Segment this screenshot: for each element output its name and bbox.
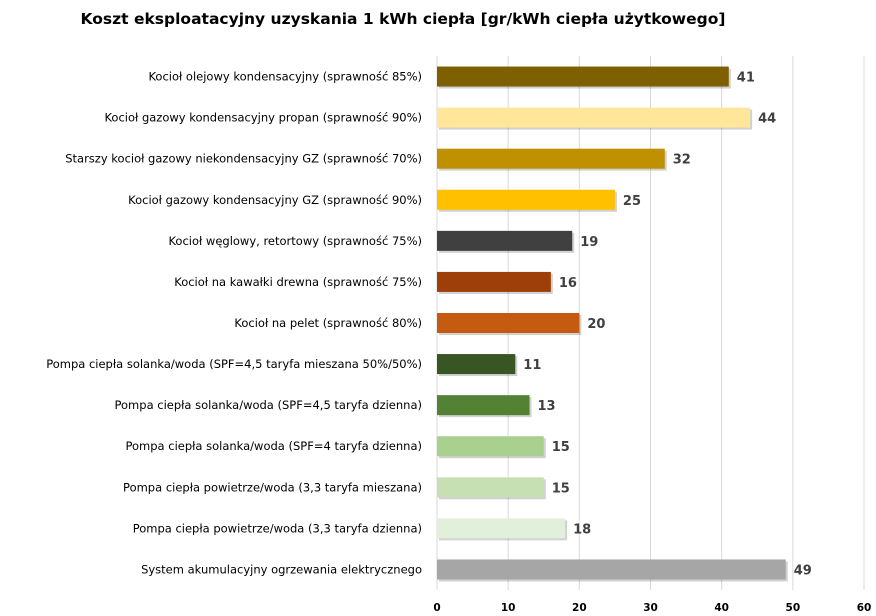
bar bbox=[437, 477, 544, 498]
bar bbox=[437, 313, 580, 333]
data-label: 15 bbox=[552, 440, 570, 455]
bar bbox=[437, 66, 729, 87]
data-label: 32 bbox=[673, 153, 691, 168]
category-label: System akumulacyjny ogrzewania elektrycz… bbox=[141, 562, 422, 576]
bar bbox=[437, 395, 530, 416]
bar bbox=[437, 230, 573, 251]
category-label: Pompa ciepła powietrze/woda (3,3 taryfa … bbox=[123, 480, 422, 494]
x-tick-label: 20 bbox=[572, 602, 587, 614]
data-label: 19 bbox=[580, 235, 598, 250]
category-label: Kocioł gazowy kondensacyjny propan (spra… bbox=[104, 111, 422, 125]
x-tick-label: 50 bbox=[786, 602, 801, 614]
data-label: 25 bbox=[623, 194, 641, 209]
data-label: 16 bbox=[559, 276, 577, 291]
data-label: 41 bbox=[737, 71, 755, 86]
data-label: 15 bbox=[552, 481, 570, 496]
category-label: Pompa ciepła solanka/woda (SPF=4,5 taryf… bbox=[46, 357, 422, 371]
category-label: Starszy kocioł gazowy niekondensacyjny G… bbox=[65, 152, 422, 166]
category-label: Kocioł węglowy, retortowy (sprawność 75%… bbox=[168, 234, 422, 248]
data-label: 13 bbox=[538, 399, 556, 414]
category-label: Pompa ciepła solanka/woda (SPF=4 taryfa … bbox=[125, 439, 422, 453]
bar bbox=[437, 189, 615, 210]
bar bbox=[437, 559, 786, 580]
data-label: 49 bbox=[794, 563, 812, 578]
x-tick-label: 0 bbox=[433, 602, 440, 614]
x-tick-label: 60 bbox=[857, 602, 872, 614]
bar bbox=[437, 354, 516, 375]
category-label: Kocioł olejowy kondensacyjny (sprawność … bbox=[148, 70, 422, 84]
bar bbox=[437, 148, 665, 169]
bar bbox=[437, 436, 544, 457]
category-label: Pompa ciepła powietrze/woda (3,3 taryfa … bbox=[133, 521, 422, 535]
x-tick-label: 10 bbox=[501, 602, 516, 614]
category-label: Kocioł na kawałki drewna (sprawność 75%) bbox=[174, 275, 422, 289]
bar bbox=[437, 518, 566, 539]
category-label: Kocioł gazowy kondensacyjny GZ (sprawnoś… bbox=[128, 193, 422, 207]
data-label: 44 bbox=[758, 112, 776, 127]
x-axis-ticks: 0 10 20 30 40 50 60 bbox=[433, 602, 871, 614]
bar bbox=[437, 107, 751, 128]
data-label: 20 bbox=[587, 317, 605, 332]
bar bbox=[437, 271, 551, 292]
category-label: Kocioł na pelet (sprawność 80%) bbox=[234, 316, 422, 330]
x-tick-label: 40 bbox=[714, 602, 729, 614]
category-label: Pompa ciepła solanka/woda (SPF=4,5 taryf… bbox=[115, 398, 423, 412]
data-label: 18 bbox=[573, 522, 591, 537]
bars: Kocioł olejowy kondensacyjny (sprawność … bbox=[46, 66, 812, 582]
data-label: 11 bbox=[523, 358, 541, 373]
chart-title: Koszt eksploatacyjny uzyskania 1 kWh cie… bbox=[81, 10, 726, 28]
x-tick-label: 30 bbox=[643, 602, 658, 614]
